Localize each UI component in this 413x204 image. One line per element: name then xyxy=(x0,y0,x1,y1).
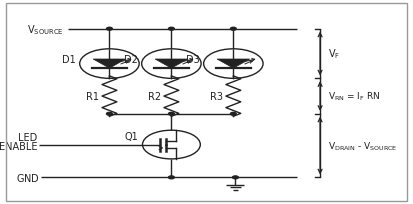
Text: R3: R3 xyxy=(210,92,223,102)
Text: R1: R1 xyxy=(86,92,99,102)
Text: Q1: Q1 xyxy=(125,131,138,141)
Polygon shape xyxy=(155,60,188,69)
Circle shape xyxy=(230,113,236,116)
Text: D1: D1 xyxy=(62,55,76,65)
Text: D3: D3 xyxy=(186,55,199,65)
Circle shape xyxy=(230,28,236,31)
Polygon shape xyxy=(93,60,126,69)
Circle shape xyxy=(169,176,174,179)
Text: LED: LED xyxy=(18,133,37,143)
Circle shape xyxy=(169,113,174,116)
Text: R2: R2 xyxy=(148,92,161,102)
Circle shape xyxy=(169,28,174,31)
Circle shape xyxy=(107,113,112,116)
Text: $\mathsf{V_{SOURCE}}$: $\mathsf{V_{SOURCE}}$ xyxy=(27,23,64,37)
Circle shape xyxy=(233,176,238,179)
Circle shape xyxy=(107,28,112,31)
Text: $\mathsf{GND}$: $\mathsf{GND}$ xyxy=(16,172,39,183)
Text: D2: D2 xyxy=(123,55,138,65)
Text: $\mathsf{V_{DRAIN}}$ - $\mathsf{V_{SOURCE}}$: $\mathsf{V_{DRAIN}}$ - $\mathsf{V_{SOURC… xyxy=(328,140,398,152)
Text: $\mathsf{V_F}$: $\mathsf{V_F}$ xyxy=(328,47,341,61)
Text: ENABLE: ENABLE xyxy=(0,141,37,151)
Text: $\mathsf{V_{RN}}$ = $\mathsf{I_F}$ RN: $\mathsf{V_{RN}}$ = $\mathsf{I_F}$ RN xyxy=(328,90,381,103)
Polygon shape xyxy=(217,60,250,69)
